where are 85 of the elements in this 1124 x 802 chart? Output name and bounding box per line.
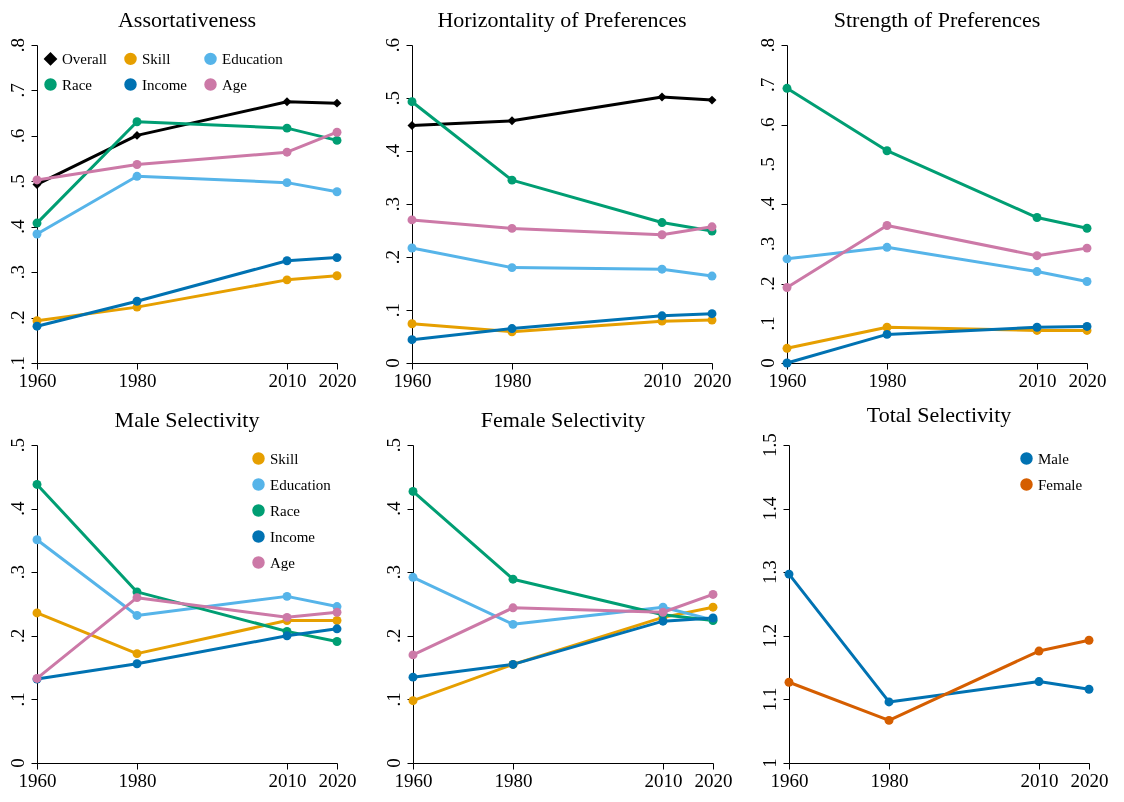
y-tick-label: 0 — [383, 758, 404, 768]
x-tick-label: 1980 — [493, 369, 532, 391]
chart-title: Assortativeness — [117, 6, 257, 32]
x-tick-label: 2020 — [693, 369, 732, 391]
x-tick-label: 1960 — [18, 369, 57, 391]
x-tick-label: 2010 — [644, 769, 683, 791]
x-tick-label: 1960 — [770, 769, 809, 791]
y-tick-label: .6 — [7, 128, 28, 143]
y-tick-label: .2 — [7, 310, 28, 325]
x-tick-label: 1980 — [870, 769, 909, 791]
y-tick-label: .1 — [757, 316, 778, 331]
legend-label: Skill — [142, 50, 171, 67]
x-tick-label: 2020 — [694, 769, 733, 791]
x-tick-label: 2010 — [1020, 769, 1059, 791]
legend-label: Education — [270, 476, 332, 493]
x-tick-label: 2010 — [643, 369, 682, 391]
y-tick-label: .1 — [7, 355, 28, 371]
y-tick-label: .4 — [382, 143, 403, 159]
y-tick-label: .1 — [7, 692, 28, 707]
legend-label: Race — [62, 76, 93, 93]
y-tick-label: .6 — [757, 117, 778, 132]
y-tick-label: .5 — [757, 157, 778, 172]
chart-title: Female Selectivity — [480, 406, 646, 432]
y-tick-label: .3 — [7, 265, 28, 280]
x-tick-label: 2010 — [1018, 369, 1057, 391]
y-tick-label: 1.1 — [759, 687, 780, 712]
y-tick-label: .3 — [7, 565, 28, 580]
y-tick-label: .2 — [7, 628, 28, 643]
y-tick-label: .7 — [757, 77, 778, 92]
legend-label: Income — [142, 76, 188, 93]
legend-label: Age — [270, 554, 296, 571]
x-tick-label: 2010 — [268, 369, 307, 391]
y-tick-label: 1.2 — [759, 623, 780, 648]
y-tick-label: .5 — [7, 174, 28, 189]
chart-title: Strength of Preferences — [833, 6, 1041, 32]
y-tick-label: .2 — [383, 628, 404, 643]
legend-label: Age — [222, 76, 248, 93]
y-tick-label: .3 — [757, 236, 778, 251]
y-tick-label: .2 — [757, 276, 778, 291]
x-tick-label: 1980 — [118, 769, 157, 791]
y-tick-label: .3 — [382, 196, 403, 212]
legend-label: Male — [1038, 450, 1070, 467]
legend-label: Overall — [62, 50, 107, 67]
y-tick-label: .5 — [7, 437, 28, 453]
y-tick-label: 0 — [382, 358, 403, 368]
x-tick-label: 1980 — [494, 769, 533, 791]
y-tick-label: .4 — [7, 500, 28, 516]
x-tick-label: 2020 — [318, 369, 357, 391]
y-tick-label: .2 — [382, 249, 403, 265]
y-tick-label: .4 — [383, 500, 404, 516]
y-tick-label: .6 — [382, 37, 403, 53]
legend-label: Income — [270, 528, 316, 545]
legend-label: Female — [1038, 476, 1083, 493]
y-tick-label: .8 — [7, 37, 28, 53]
y-tick-label: .1 — [383, 692, 404, 707]
y-tick-label: .1 — [382, 302, 403, 318]
x-tick-label: 2020 — [1068, 369, 1107, 391]
y-tick-label: 0 — [7, 758, 28, 768]
x-tick-label: 1980 — [868, 369, 907, 391]
legend-label: Race — [270, 502, 301, 519]
legend-label: Education — [222, 50, 284, 67]
y-tick-label: .5 — [382, 90, 403, 106]
y-tick-label: 1.5 — [759, 433, 780, 457]
y-tick-label: .3 — [383, 565, 404, 580]
chart-title: Horizontality of Preferences — [437, 6, 687, 32]
y-tick-label: 1 — [759, 758, 780, 768]
x-tick-label: 1960 — [18, 769, 57, 791]
x-tick-label: 2010 — [268, 769, 307, 791]
chart-title: Male Selectivity — [114, 406, 260, 432]
x-tick-label: 1960 — [393, 369, 432, 391]
x-tick-label: 1960 — [768, 369, 807, 391]
chart-title: Total Selectivity — [866, 402, 1012, 428]
x-tick-label: 2020 — [1070, 769, 1109, 791]
legend-label: Skill — [270, 450, 299, 467]
y-tick-label: .8 — [757, 37, 778, 53]
x-tick-label: 1980 — [118, 369, 157, 391]
y-tick-label: 1.3 — [759, 560, 780, 585]
y-tick-label: .5 — [383, 437, 404, 453]
y-tick-label: .7 — [7, 83, 28, 98]
y-tick-label: 1.4 — [759, 496, 780, 521]
y-tick-label: .4 — [7, 219, 28, 234]
y-tick-label: 0 — [757, 358, 778, 368]
x-tick-label: 2020 — [318, 769, 357, 791]
y-tick-label: .4 — [757, 196, 778, 212]
x-tick-label: 1960 — [394, 769, 433, 791]
